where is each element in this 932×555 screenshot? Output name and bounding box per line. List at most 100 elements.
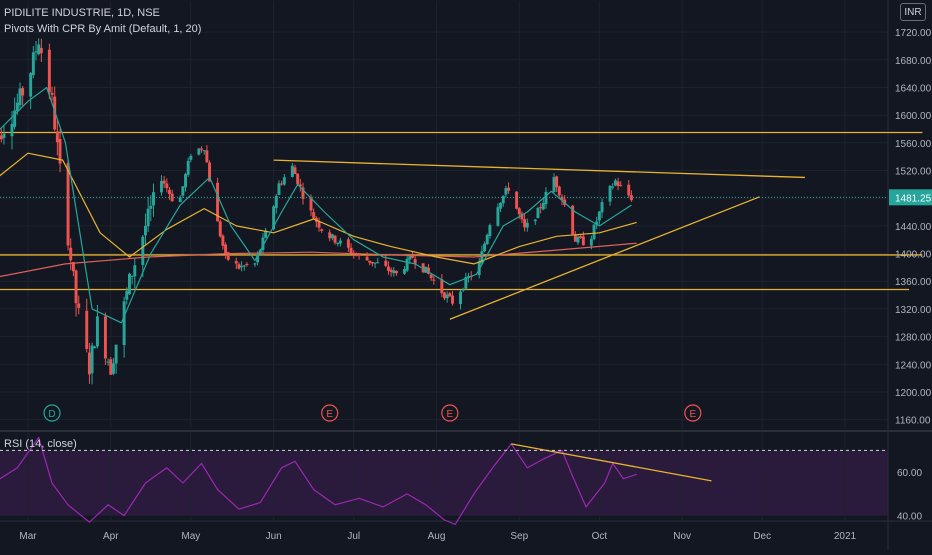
candle-body[interactable] bbox=[590, 239, 593, 246]
candle-body[interactable] bbox=[488, 225, 491, 236]
candle-body[interactable] bbox=[69, 248, 72, 261]
candle-body[interactable] bbox=[368, 261, 371, 263]
candle-body[interactable] bbox=[374, 263, 377, 264]
candle-body[interactable] bbox=[109, 359, 112, 374]
candle-body[interactable] bbox=[37, 44, 40, 54]
candle-body[interactable] bbox=[131, 276, 134, 277]
indicator-legend[interactable]: Pivots With CPR By Amit (Default, 1, 20) bbox=[4, 23, 201, 35]
candle-body[interactable] bbox=[67, 163, 70, 245]
candle-body[interactable] bbox=[320, 229, 323, 231]
candle-body[interactable] bbox=[486, 235, 489, 244]
candle-body[interactable] bbox=[179, 197, 182, 202]
candle-body[interactable] bbox=[19, 88, 22, 105]
candle-body[interactable] bbox=[29, 73, 32, 96]
candle-body[interactable] bbox=[518, 208, 521, 214]
candle-body[interactable] bbox=[296, 174, 299, 185]
candle-body[interactable] bbox=[283, 177, 286, 184]
candle-body[interactable] bbox=[593, 225, 596, 239]
candle-body[interactable] bbox=[483, 244, 486, 252]
candle-body[interactable] bbox=[536, 208, 539, 218]
candle-body[interactable] bbox=[328, 232, 331, 238]
candle-body[interactable] bbox=[553, 177, 556, 192]
candle-body[interactable] bbox=[147, 209, 150, 226]
candle-body[interactable] bbox=[579, 236, 582, 238]
last-price-label[interactable]: 1481.25 bbox=[895, 193, 932, 204]
candle-body[interactable] bbox=[384, 261, 387, 266]
candle-body[interactable] bbox=[152, 192, 155, 205]
candle-body[interactable] bbox=[355, 255, 358, 256]
candle-body[interactable] bbox=[336, 243, 339, 244]
candle-body[interactable] bbox=[347, 239, 350, 247]
candle-body[interactable] bbox=[331, 234, 334, 238]
candle-body[interactable] bbox=[390, 270, 393, 272]
candle-body[interactable] bbox=[544, 192, 547, 204]
candle-body[interactable] bbox=[221, 236, 224, 246]
candle-body[interactable] bbox=[219, 221, 222, 236]
candle-body[interactable] bbox=[149, 206, 152, 209]
candle-body[interactable] bbox=[203, 150, 206, 151]
candle-body[interactable] bbox=[93, 347, 96, 348]
candle-body[interactable] bbox=[451, 296, 454, 304]
candle-body[interactable] bbox=[523, 219, 526, 227]
candle-body[interactable] bbox=[294, 167, 297, 174]
candle-body[interactable] bbox=[187, 161, 190, 175]
candle-body[interactable] bbox=[430, 275, 433, 278]
candle-body[interactable] bbox=[115, 345, 118, 364]
candle-body[interactable] bbox=[371, 262, 374, 263]
candle-body[interactable] bbox=[334, 236, 337, 243]
candle-body[interactable] bbox=[240, 266, 243, 267]
candle-body[interactable] bbox=[133, 265, 136, 276]
candle-body[interactable] bbox=[614, 180, 617, 185]
candle-body[interactable] bbox=[96, 316, 99, 346]
candle-body[interactable] bbox=[11, 124, 14, 136]
candle-body[interactable] bbox=[291, 166, 294, 177]
candle-body[interactable] bbox=[88, 353, 91, 375]
candle-body[interactable] bbox=[577, 237, 580, 243]
candle-body[interactable] bbox=[123, 301, 126, 345]
candle-body[interactable] bbox=[609, 186, 612, 202]
rsi-legend[interactable]: RSI (14, close) bbox=[4, 438, 77, 450]
candle-body[interactable] bbox=[189, 156, 192, 160]
candle-body[interactable] bbox=[515, 192, 518, 209]
candle-body[interactable] bbox=[144, 226, 147, 235]
candle-body[interactable] bbox=[366, 257, 369, 261]
candle-body[interactable] bbox=[619, 185, 622, 186]
candle-body[interactable] bbox=[40, 48, 43, 53]
candle-body[interactable] bbox=[459, 292, 462, 304]
candle-body[interactable] bbox=[387, 267, 390, 271]
candle-body[interactable] bbox=[395, 271, 398, 273]
candle-body[interactable] bbox=[350, 248, 353, 253]
candle-body[interactable] bbox=[168, 190, 171, 194]
candle-body[interactable] bbox=[75, 271, 78, 304]
candle-body[interactable] bbox=[237, 264, 240, 268]
candle-body[interactable] bbox=[160, 181, 163, 192]
candle-body[interactable] bbox=[539, 207, 542, 208]
candle-body[interactable] bbox=[376, 262, 379, 263]
candle-body[interactable] bbox=[48, 50, 51, 93]
candle-body[interactable] bbox=[163, 180, 166, 183]
candle-body[interactable] bbox=[408, 256, 411, 259]
candle-body[interactable] bbox=[582, 236, 585, 245]
candle-body[interactable] bbox=[504, 188, 507, 195]
candle-body[interactable] bbox=[205, 150, 208, 162]
candle-body[interactable] bbox=[56, 131, 59, 142]
candle-body[interactable] bbox=[611, 187, 614, 188]
candle-body[interactable] bbox=[235, 261, 238, 263]
currency-badge[interactable]: INR bbox=[900, 3, 926, 21]
candle-body[interactable] bbox=[507, 188, 510, 191]
candle-body[interactable] bbox=[280, 184, 283, 185]
symbol-legend[interactable]: PIDILITE INDUSTRIE, 1D, NSE bbox=[4, 7, 160, 19]
candle-body[interactable] bbox=[197, 149, 200, 155]
candle-body[interactable] bbox=[184, 174, 187, 187]
candle-body[interactable] bbox=[16, 103, 19, 111]
candle-body[interactable] bbox=[446, 295, 449, 299]
candle-body[interactable] bbox=[0, 135, 3, 139]
candle-body[interactable] bbox=[51, 93, 54, 95]
candle-body[interactable] bbox=[617, 182, 620, 187]
candle-body[interactable] bbox=[526, 223, 529, 228]
candle-body[interactable] bbox=[32, 52, 35, 75]
candle-body[interactable] bbox=[200, 149, 203, 150]
candle-body[interactable] bbox=[432, 280, 435, 281]
